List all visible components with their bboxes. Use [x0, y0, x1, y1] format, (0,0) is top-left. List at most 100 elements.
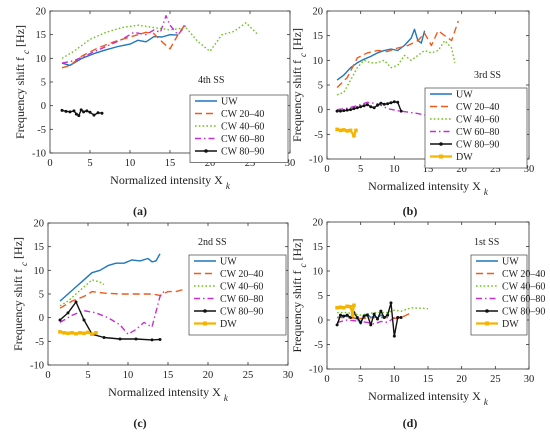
data-point: [365, 103, 369, 107]
series-line: [59, 330, 97, 336]
plot-area: [335, 20, 459, 138]
data-point: [342, 109, 346, 113]
y-tick-label: 5: [39, 290, 44, 301]
x-tick-label: 20: [203, 370, 214, 381]
legend-label: CW 40–60: [221, 122, 264, 133]
data-point: [85, 109, 89, 113]
data-point: [62, 331, 66, 335]
legend-label: CW 20–40: [456, 102, 499, 113]
y-tick-label: -10: [30, 361, 44, 372]
y-tick-label: 10: [34, 266, 45, 277]
data-point: [372, 312, 376, 316]
data-point: [342, 314, 346, 318]
y-tick-label: 5: [318, 291, 323, 302]
x-tick-label: 15: [423, 164, 434, 175]
data-point: [70, 331, 74, 335]
legend-label: CW 20–40: [220, 269, 263, 280]
data-point: [355, 316, 359, 320]
legend-label: CW 80–90: [220, 307, 263, 318]
y-tick-label: 15: [313, 31, 324, 42]
legend-marker: [203, 321, 207, 326]
panel-1: 0 5 10 15 20 25 30 -10 -5 0 5 10 15 20 Normalized inte…: [13, 7, 295, 219]
legend-label: CW 60–80: [221, 134, 264, 145]
data-point: [376, 103, 379, 107]
series-line: [59, 301, 161, 341]
data-point: [82, 331, 86, 336]
y-tick-label: 0: [318, 105, 323, 116]
x-tick-label: 5: [85, 370, 90, 381]
data-point: [342, 128, 346, 132]
series-line: [337, 307, 429, 316]
plot-area: [60, 15, 259, 118]
data-point: [94, 331, 98, 335]
y-axis-label: Frequency shift f c [Hz]: [290, 239, 308, 353]
x-tick-label: 30: [283, 370, 294, 381]
data-point: [90, 332, 94, 337]
data-point: [100, 111, 104, 115]
data-point: [82, 110, 86, 114]
legend-marker: [204, 149, 208, 153]
data-point: [345, 129, 349, 133]
panel-annotation: 2nd SS: [198, 237, 227, 248]
y-tick-label: 0: [41, 101, 46, 112]
x-tick-label: 10: [389, 164, 400, 175]
y-tick-label: 15: [313, 242, 324, 253]
legend-label: CW 40–60: [502, 282, 545, 293]
panel-label: (b): [403, 204, 418, 218]
legend-label: UW: [502, 257, 519, 268]
data-point: [389, 101, 393, 105]
data-point: [355, 106, 359, 110]
data-point: [392, 100, 396, 104]
data-point: [60, 108, 64, 112]
data-point: [96, 111, 100, 115]
data-point: [352, 303, 356, 308]
data-point: [382, 102, 386, 106]
y-tick-label: 20: [313, 218, 324, 229]
series-line: [336, 20, 459, 88]
legend-box: [470, 254, 528, 336]
legend-label: CW 60–80: [502, 294, 545, 305]
panel-2: 0 5 10 15 20 25 30 -10 -5 0 5 10 15 20 Normalized inte…: [290, 7, 534, 219]
data-point: [354, 128, 358, 133]
data-point: [77, 114, 81, 118]
y-tick-label: -10: [309, 155, 323, 166]
y-axis-label: Frequency shift f c [Hz]: [11, 237, 29, 351]
y-axis-label: Frequency shift f c [Hz]: [13, 25, 31, 139]
legend-label: DW: [502, 319, 519, 330]
panel-label: (c): [133, 416, 146, 430]
y-tick-label: -5: [35, 337, 44, 348]
data-point: [379, 101, 383, 105]
data-point: [350, 313, 355, 317]
data-point: [335, 323, 339, 327]
data-point: [92, 113, 96, 117]
data-point: [72, 109, 76, 113]
legend-label: CW 80–90: [502, 307, 545, 318]
x-tick-label: 0: [45, 370, 50, 381]
x-tick-label: 20: [456, 374, 467, 385]
x-tick-label: 0: [324, 164, 329, 175]
data-point: [399, 316, 403, 320]
y-tick-label: 20: [36, 7, 47, 18]
legend-label: UW: [456, 90, 473, 101]
data-point: [150, 338, 154, 342]
x-tick-label: 25: [490, 374, 501, 385]
legend-label: CW 60–80: [456, 127, 499, 138]
data-point: [345, 108, 349, 112]
legend-label: DW: [456, 152, 473, 163]
legend-label: CW 60–80: [220, 294, 263, 305]
y-tick-label: -10: [32, 149, 46, 160]
series-line: [59, 288, 185, 309]
y-tick-label: 0: [318, 316, 323, 327]
data-point: [78, 331, 82, 335]
panel-label: (a): [133, 204, 147, 218]
x-tick-label: 5: [358, 164, 363, 175]
y-tick-label: 10: [36, 54, 47, 65]
y-tick-label: 20: [34, 219, 45, 230]
y-tick-label: 10: [313, 267, 324, 278]
x-tick-label: 15: [423, 374, 434, 385]
data-point: [74, 112, 78, 116]
data-point: [396, 316, 400, 320]
data-point: [68, 110, 72, 114]
y-tick-label: 20: [313, 7, 324, 18]
